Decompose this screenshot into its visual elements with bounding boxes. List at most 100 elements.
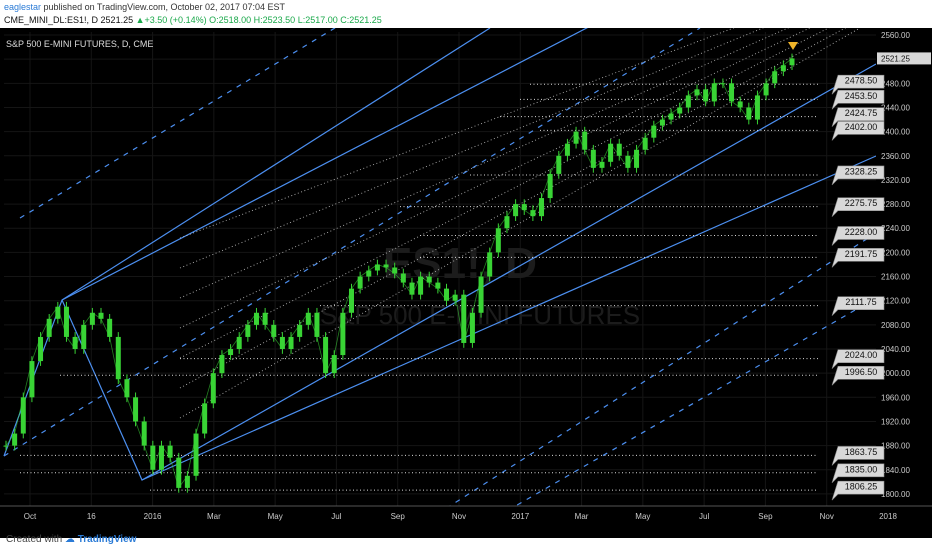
candle-body <box>297 324 303 337</box>
current-price-label: 2521.25 <box>881 54 910 63</box>
publish-line: eaglestar published on TradingView.com, … <box>4 2 285 12</box>
level-label: 2424.75 <box>845 108 878 118</box>
x-tick-label: Nov <box>452 512 466 521</box>
candle-body <box>763 83 769 96</box>
candle-body <box>711 83 717 102</box>
x-tick-label: 2017 <box>511 512 529 521</box>
candle-body <box>400 273 406 283</box>
candle-body <box>357 276 363 289</box>
chart-panel[interactable]: ES1!, D S&P 500 E-MINI FUTURES 1800.00 18… <box>0 28 932 538</box>
candle-body <box>193 433 199 476</box>
fan-line <box>179 28 765 269</box>
up-arrow-icon: ▲ <box>135 15 145 25</box>
candle-body <box>530 210 536 217</box>
low-value: L:2517.00 <box>297 15 338 25</box>
close-value: C:2521.25 <box>340 15 382 25</box>
candle-body <box>167 445 173 458</box>
x-tick-label: 2016 <box>144 512 162 521</box>
candle-body <box>685 95 691 108</box>
candle-body <box>426 276 432 283</box>
level-label-box <box>831 463 885 484</box>
candle-body <box>789 58 795 66</box>
high-value: H:2523.50 <box>253 15 296 25</box>
price-chart[interactable]: ES1!, D S&P 500 E-MINI FUTURES 1800.0018… <box>0 28 932 538</box>
time-axis: Oct 16 2016 Mar May Jul Sep Nov 2017 Mar May Jul Sep… <box>0 505 932 538</box>
candle-body <box>521 204 527 211</box>
y-tick-label: 2160.00 <box>881 273 910 282</box>
channel-outer-upper <box>3 28 701 457</box>
candle-body <box>314 312 320 337</box>
candle-body <box>452 294 458 301</box>
candle-body <box>29 361 35 398</box>
level-label-box <box>831 90 885 110</box>
candle-body <box>63 306 69 337</box>
candle-body <box>219 355 225 374</box>
level-label: 2111.75 <box>845 297 876 307</box>
candle-body <box>340 312 346 356</box>
x-tick-label: Mar <box>207 512 221 521</box>
candle-body <box>504 216 510 229</box>
candle-body <box>133 397 139 422</box>
candle-body <box>202 403 208 434</box>
price-axis: 1800.00 1840.00 1880.00 1920.00 1960.00 2000.… <box>876 28 932 538</box>
brand-link[interactable]: TradingView <box>77 534 137 545</box>
x-tick-label: May <box>635 512 650 521</box>
level-label-box <box>831 197 885 217</box>
candle-body <box>737 101 743 108</box>
candle-body <box>478 276 484 313</box>
channel-outer-top <box>19 28 337 219</box>
candle-body <box>115 336 121 380</box>
level-label: 2478.50 <box>845 76 878 86</box>
level-label-box <box>831 480 885 501</box>
candle-body <box>150 445 156 470</box>
y-tick-label: 2200.00 <box>881 248 910 257</box>
level-label: 1996.50 <box>845 367 878 377</box>
y-tick-label: 1880.00 <box>881 442 910 451</box>
candle-body <box>245 324 251 337</box>
candle-body <box>271 324 277 337</box>
y-tick-label: 2560.00 <box>881 31 910 40</box>
channel-outer-lower-2 <box>459 297 877 538</box>
candle-body <box>141 421 147 446</box>
candle-body <box>599 161 605 168</box>
x-tick-label: Jul <box>699 512 709 521</box>
candle-body <box>642 137 648 150</box>
axis-background <box>876 28 932 538</box>
candle-body <box>3 445 9 447</box>
candle-body <box>383 264 389 268</box>
candle-body <box>461 294 467 343</box>
candle-body <box>107 318 113 337</box>
level-label: 1806.25 <box>845 482 878 492</box>
candle-body <box>703 89 709 102</box>
x-tick-label: Sep <box>391 512 406 521</box>
y-tick-label: 2400.00 <box>881 128 910 137</box>
candle-body <box>279 336 285 350</box>
candle-body <box>98 312 104 319</box>
x-tick-label: Nov <box>820 512 834 521</box>
candle-body <box>513 204 519 217</box>
candle-body <box>262 312 268 325</box>
level-label-box <box>831 446 885 466</box>
level-label: 2191.75 <box>845 249 878 259</box>
candle-body <box>651 125 657 138</box>
y-tick-label: 2240.00 <box>881 224 910 233</box>
watermark-symbol: ES1!, D <box>383 239 537 288</box>
candle-body <box>72 336 78 350</box>
x-tick-label: 2018 <box>879 512 897 521</box>
price-series <box>3 53 795 493</box>
candle-body <box>331 355 337 374</box>
level-label-box <box>831 121 885 141</box>
candle-body <box>392 267 398 274</box>
author-link[interactable]: eaglestar <box>4 2 42 12</box>
candle-body <box>236 336 242 350</box>
y-tick-label: 2480.00 <box>881 79 910 88</box>
level-label-box <box>831 248 885 268</box>
level-label-box <box>831 349 885 369</box>
level-labels: 2478.50 2453.50 2424.75 2402.00 2328.25 2275.… <box>831 52 931 501</box>
candle-body <box>81 324 87 350</box>
candle-body <box>348 288 354 313</box>
candle-body <box>20 397 26 434</box>
fan-line <box>179 28 790 299</box>
candle-body <box>547 173 553 199</box>
y-tick-label: 2000.00 <box>881 369 910 378</box>
